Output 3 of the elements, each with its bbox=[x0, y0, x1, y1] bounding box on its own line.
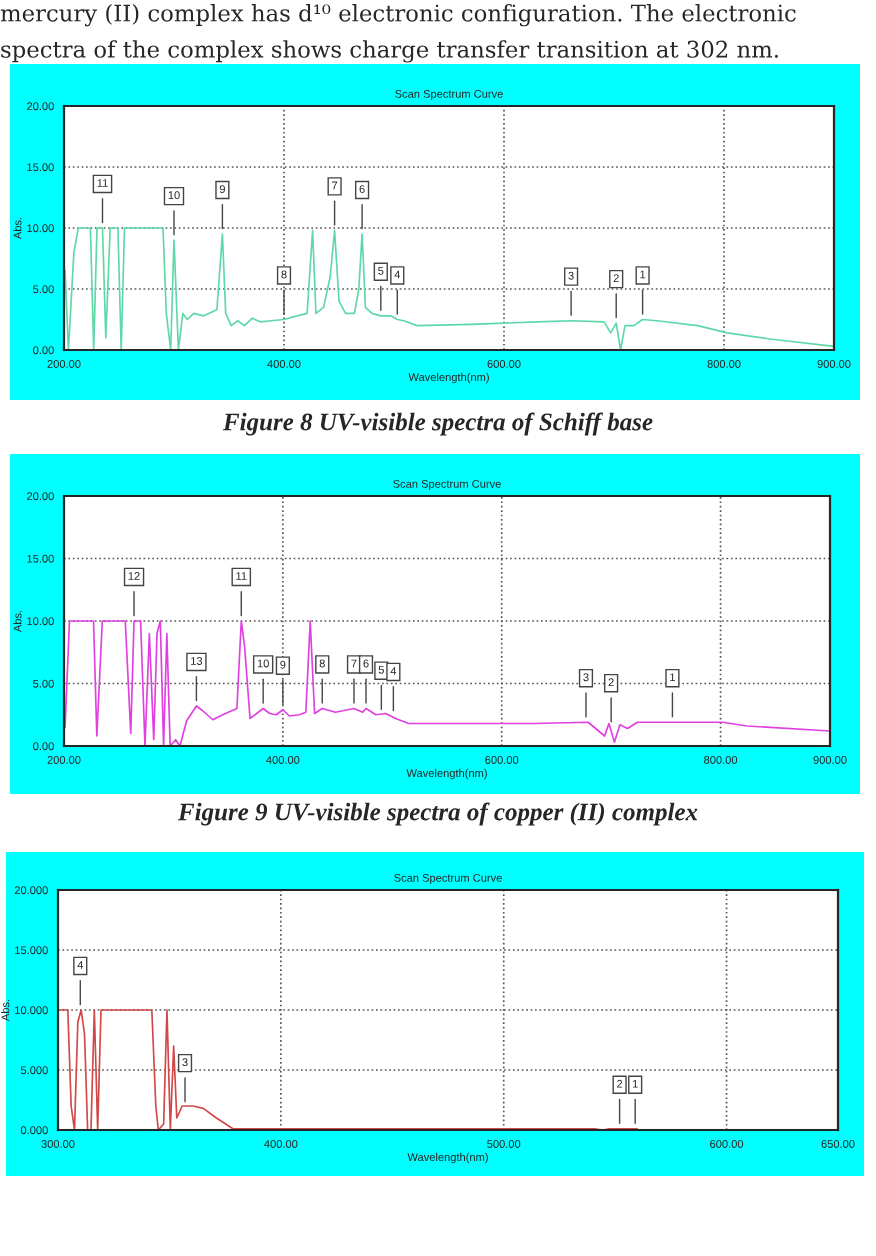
caption: Figure 9 UV-visible spectra of copper (II) complex bbox=[177, 802, 698, 826]
text: mercury (II) complex has d¹⁰ electronic configuration. The electronic spectra of the complex shows charge transfer transition at 302 nm. bbox=[0, 4, 796, 63]
caption: Figure 8 UV-visible spectra of Schiff base bbox=[222, 412, 653, 436]
